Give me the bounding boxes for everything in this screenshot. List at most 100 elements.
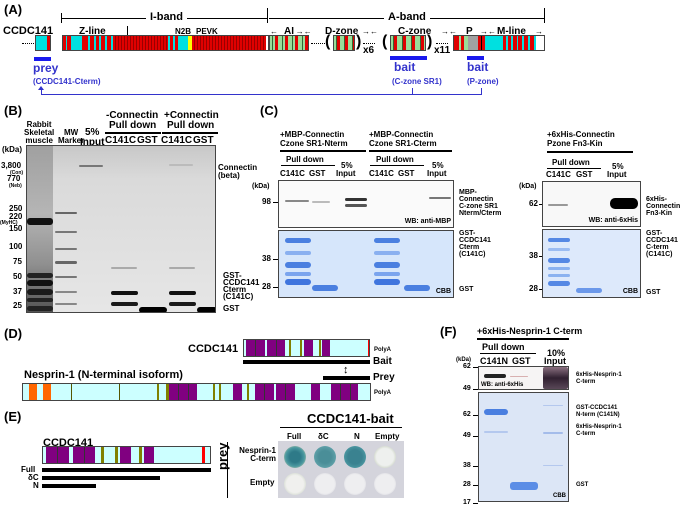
group-plus-underline [162,132,218,134]
kda-unit: (kDa) [2,145,23,154]
f-label-gst-ccdc141-n: GST-CCDC141 N-term (C141N) [576,405,620,418]
spot-n-empty [344,473,366,495]
lane-c141c-1: C141C [105,135,137,146]
i-band-right-tick [267,8,268,23]
e-ccdc141-label: CCDC141 [43,437,94,449]
m-line-arrow: → [535,27,543,36]
marker-220: 220 [9,212,23,221]
connectin-m-line-bar [453,35,545,51]
construct-full-bar [42,468,211,472]
spot-n-nesprin [344,446,366,468]
wb-label-6xhis: WB: anti-6xHis [588,217,638,224]
block3-pulldown: Pull down [552,158,590,167]
panel-b-label: (B) [4,103,23,118]
bait-c-zone-label: bait [394,60,416,74]
f-label-his-wb: 6xHis-Nesprin-1 C-term [576,372,622,385]
block3-title1: +6xHis-Connectin [547,130,615,139]
f-cbb-marker-17: 17 [463,499,471,506]
connectin-ai-bar [269,35,309,51]
label-gst: GST [223,304,240,313]
lane-gst-1: GST [137,135,158,146]
yeast-plate [278,441,404,498]
marker-3800: 3,800 [1,161,22,170]
interaction-arrow-icon: ↕ [343,364,349,376]
block1-title2: Czone SR1-Nterm [280,139,348,148]
block2-pulldown-line [370,165,424,166]
group-plus-connectin: +Connectin [164,110,219,121]
c-marker-38: 38 [262,254,271,263]
marker-25: 25 [13,301,22,310]
construct-delta-c-bar [42,476,160,480]
block1-input: Input [336,169,356,178]
wb-label-mbp: WB: anti-MBP [404,218,451,225]
label-gst-ccdc141-c-right: GST- CCDC141 C-term (C141C) [646,230,678,258]
assay-title-underline [280,427,402,428]
group-minus-pulldown: Pull down [109,120,157,131]
c-tick-62 [539,204,544,205]
bait-p-zone-sub: (P-zone) [467,77,499,86]
prey-axis-label: prey [215,442,230,470]
c-marker-28-right: 28 [529,284,538,293]
f-cbb-gel: CBB [478,392,569,502]
wb-anti-mbp: WB: anti-MBP [278,180,454,228]
d-ccdc141-label: CCDC141 [188,343,239,355]
c-tick-28-right [539,289,544,290]
n2b-label: N2B [175,27,192,36]
label-gst-c-right: GST [646,289,661,296]
lane-c141c-2: C141C [161,135,193,146]
label-gst-ccdc141-c: GST- CCDC141 Cterm (C141C) [459,230,491,258]
arrowhead-icon [38,86,44,90]
dots-3 [436,43,448,44]
row-empty-label: Empty [250,478,275,487]
interaction-line-left [41,88,42,95]
f-pulldown: Pull down [482,342,525,352]
block3-input: Input [607,170,627,179]
col-delta-c: δC [318,432,329,441]
f-title: +6xHis-Nesprin-1 C-term [477,326,583,336]
prey-sub: (CCDC141-Cterm) [33,77,101,86]
block3-lane-gst: GST [576,170,593,179]
block2-title2: Czone SR1-Cterm [369,139,437,148]
c-tick-38-right [539,256,544,257]
block1-lane-c141c: C141C [280,169,305,178]
lane-label-rabbit: Rabbit Skeletal muscle [24,120,55,145]
block2-input: Input [427,169,447,178]
panel-e-label: (E) [4,409,22,424]
cbb-label-right: CBB [622,288,638,295]
f-cbb-marker-28: 28 [463,481,471,488]
ai-arrows: ← →← [270,27,312,36]
f-cbb-marker-38: 38 [463,462,471,469]
f-wb-marker-49: 49 [463,385,471,392]
ccdc-dots [22,43,34,44]
e-ccdc141-domain-bar [42,446,211,464]
ccdc141-fragment [35,35,51,51]
c-tick-28 [273,287,278,288]
connectin-i-band-bar [62,35,269,51]
label-6xhis-connectin: 6xHis- Connectin Fn3-Kin [646,196,681,217]
f-cbb-tick-62 [473,415,478,416]
marker-220-note: (MyHC) [0,220,18,226]
c-marker-38-right: 38 [529,251,538,260]
a-band-label: A-band [384,12,430,23]
block1-pulldown-line [281,165,335,166]
panel-d-label: (D) [4,326,23,341]
marker-100: 100 [9,242,23,251]
label-connectin-beta: Connectin (beta) [218,163,258,180]
block2-input-pct: 5% [432,161,444,170]
f-wb-label: WB: anti-6xHis [481,382,524,388]
assay-title: CCDC141-bait [307,411,394,426]
paren-close-1: ) [356,33,362,50]
f-wb-anti-6xhis: WB: anti-6xHis [478,366,569,390]
col-n: N [354,432,360,441]
dots-1 [311,43,325,44]
nesprin-label: Nesprin-1 (N-terminal isoform) [24,369,183,381]
f-title-underline [477,338,569,340]
f-input-pct: 10% [547,348,566,358]
lane-label-input: 5% Input [80,127,105,148]
spot-full-empty [284,473,306,495]
group-minus-underline [105,132,161,134]
f-kda-unit: (kDa) [456,357,472,363]
lane-label-marker: MW Marker [58,128,85,145]
lane-gst-2: GST [193,135,214,146]
f-lane-c141n: C141N [480,356,509,366]
